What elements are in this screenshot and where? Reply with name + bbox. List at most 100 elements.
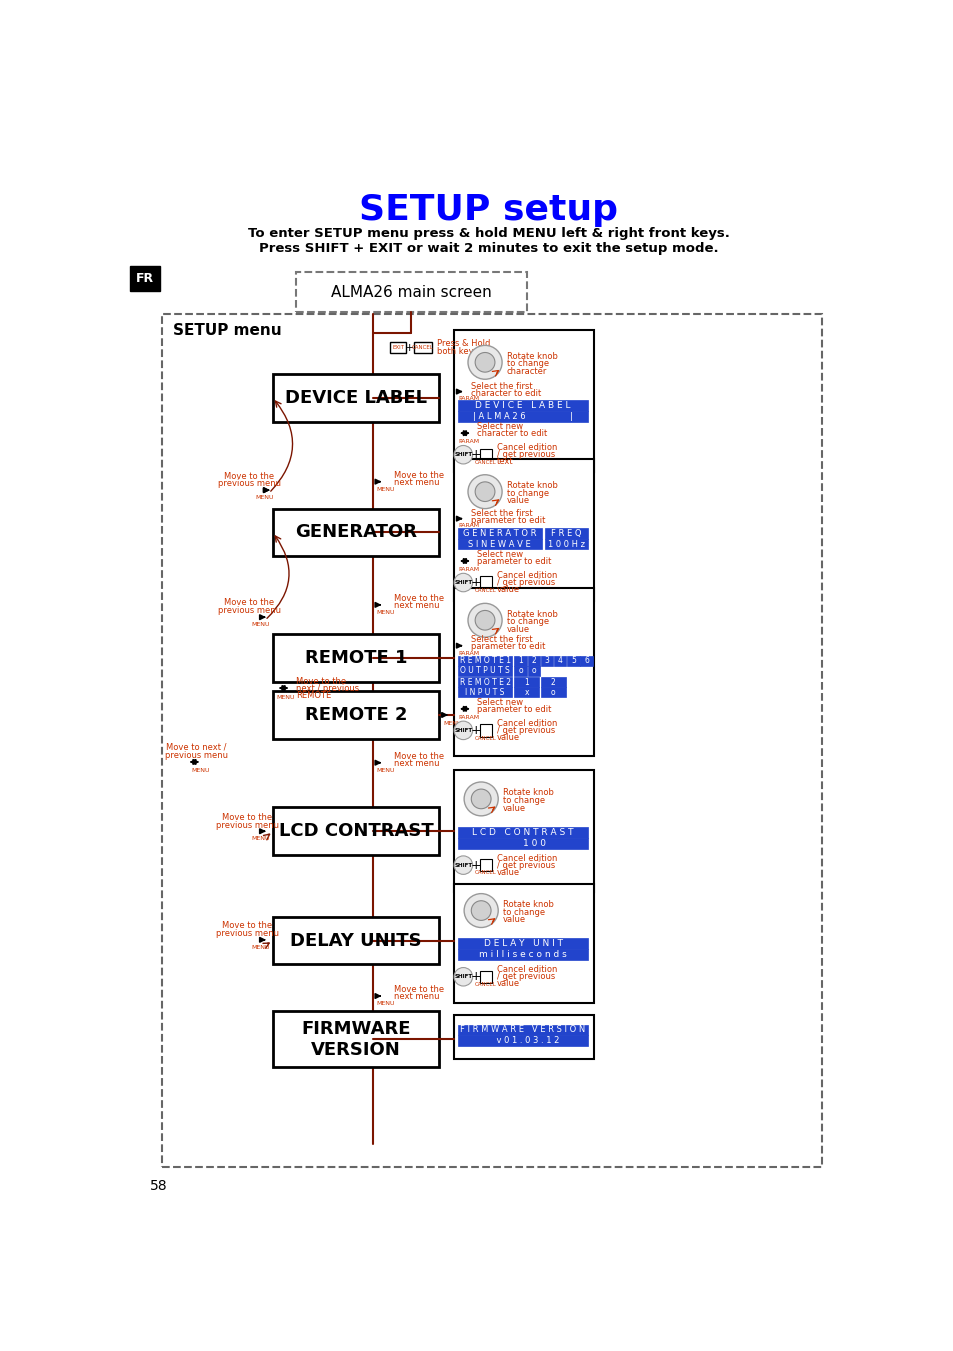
FancyBboxPatch shape [454,770,593,892]
FancyBboxPatch shape [540,677,565,688]
Text: m i l l i s e c o n d s: m i l l i s e c o n d s [478,950,566,959]
FancyBboxPatch shape [479,577,492,589]
Text: FIRMWARE
VERSION: FIRMWARE VERSION [301,1020,411,1059]
Text: CANCEL: CANCEL [475,459,497,465]
Text: Select the first: Select the first [471,509,532,517]
FancyBboxPatch shape [273,634,439,682]
FancyBboxPatch shape [479,724,492,736]
Text: Move to the: Move to the [394,471,443,480]
FancyBboxPatch shape [457,539,541,550]
FancyBboxPatch shape [527,666,539,676]
FancyBboxPatch shape [454,458,593,601]
FancyBboxPatch shape [457,838,587,848]
Text: To enter SETUP menu press & hold MENU left & right front keys.: To enter SETUP menu press & hold MENU le… [248,227,729,240]
Text: SHIFT: SHIFT [454,974,472,979]
Text: 58: 58 [150,1179,168,1193]
Circle shape [464,782,497,816]
Text: +: + [470,724,480,736]
FancyBboxPatch shape [514,688,538,697]
Text: PARAM: PARAM [457,439,478,444]
FancyBboxPatch shape [457,411,587,422]
FancyBboxPatch shape [514,655,526,666]
Text: o: o [531,666,536,676]
Text: previous menu: previous menu [217,605,280,615]
Text: CANCEL: CANCEL [475,870,497,875]
Text: MENU: MENU [276,694,294,700]
Text: parameter to edit: parameter to edit [471,516,545,524]
Text: MENU: MENU [252,623,270,627]
Text: DEVICE LABEL: DEVICE LABEL [285,389,427,407]
Text: Move to the: Move to the [394,594,443,603]
Text: D E V I C E   L A B E L: D E V I C E L A B E L [475,401,570,409]
Text: PARAM: PARAM [457,651,478,655]
Text: PARAM: PARAM [457,396,478,401]
Text: Cancel edition: Cancel edition [497,443,557,453]
FancyBboxPatch shape [454,1015,593,1059]
Text: SHIFT: SHIFT [454,728,472,732]
Text: 5: 5 [570,657,576,665]
FancyBboxPatch shape [567,655,579,666]
Text: both keys: both keys [436,347,477,357]
Text: character to edit: character to edit [476,430,547,439]
Text: PARAM: PARAM [457,567,478,571]
Text: 1 0 0: 1 0 0 [499,839,545,848]
FancyBboxPatch shape [457,655,512,666]
Text: / get previous: / get previous [497,450,555,459]
FancyBboxPatch shape [457,400,587,411]
Text: value: value [497,979,519,988]
Text: Select new: Select new [476,698,523,707]
Text: to change: to change [502,908,544,916]
FancyBboxPatch shape [579,655,592,666]
Text: parameter to edit: parameter to edit [471,642,545,651]
Text: Cancel edition: Cancel edition [497,854,557,863]
Text: CANCEL: CANCEL [475,735,497,740]
FancyBboxPatch shape [479,449,492,461]
Text: +: + [405,343,415,353]
Text: Select new: Select new [476,550,523,559]
Text: SETUP setup: SETUP setup [359,193,618,227]
FancyBboxPatch shape [457,666,512,676]
FancyBboxPatch shape [457,1024,587,1035]
Text: SHIFT: SHIFT [454,863,472,867]
Circle shape [464,893,497,928]
Circle shape [454,967,472,986]
FancyBboxPatch shape [540,688,565,697]
FancyBboxPatch shape [457,948,587,959]
Text: Move to next /: Move to next / [167,743,227,751]
Text: REMOTE: REMOTE [295,692,331,700]
Text: +: + [470,859,480,871]
Text: FR: FR [135,272,153,285]
Circle shape [468,346,501,380]
Text: MENU: MENU [376,611,395,615]
Text: Move to the: Move to the [394,985,443,994]
Text: 1 0 0 H z: 1 0 0 H z [547,539,584,549]
Text: Move to the: Move to the [222,813,272,821]
Text: next menu: next menu [394,601,438,611]
Text: Select new: Select new [476,423,523,431]
Text: Press & Hold: Press & Hold [436,339,490,349]
Text: 4: 4 [558,657,562,665]
FancyBboxPatch shape [457,827,587,838]
FancyBboxPatch shape [454,588,593,755]
Text: S I N E W A V E: S I N E W A V E [468,539,531,549]
Text: previous menu: previous menu [217,480,280,489]
Text: F R E Q: F R E Q [551,528,581,538]
Text: character to edit: character to edit [471,389,540,397]
Text: to change: to change [506,359,548,369]
Circle shape [468,474,501,508]
Text: LCD CONTRAST: LCD CONTRAST [278,823,433,840]
Text: value: value [502,804,525,813]
Text: SHIFT: SHIFT [454,580,472,585]
Text: SHIFT: SHIFT [454,453,472,457]
Circle shape [468,604,501,638]
Circle shape [475,482,495,501]
FancyBboxPatch shape [295,273,526,312]
Text: SETUP menu: SETUP menu [173,323,282,338]
Text: REMOTE 1: REMOTE 1 [304,648,407,667]
Text: MENU: MENU [376,1001,395,1006]
FancyBboxPatch shape [457,677,512,688]
FancyBboxPatch shape [414,342,432,353]
Text: character: character [506,367,547,376]
Text: value: value [506,496,529,505]
Text: DELAY UNITS: DELAY UNITS [290,932,421,950]
